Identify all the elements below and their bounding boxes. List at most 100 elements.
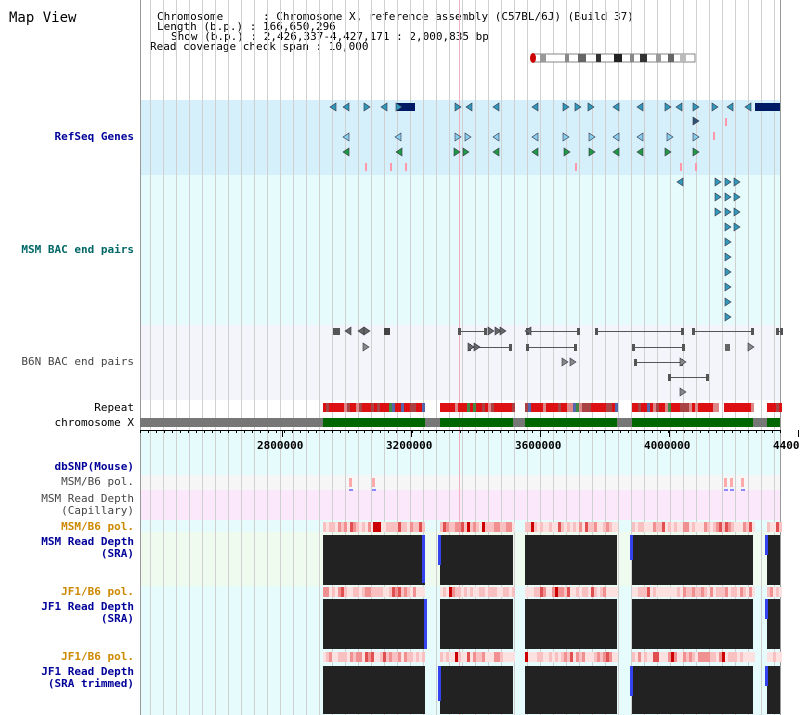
jf1-trim-pol-cell <box>686 652 689 662</box>
repeat-element <box>398 403 401 412</box>
jf1-pol-cell <box>695 587 698 597</box>
repeat-element <box>350 403 353 412</box>
bac-end <box>333 328 340 335</box>
msm-pol-cell <box>609 522 612 532</box>
bac-end <box>751 328 754 335</box>
jf1-trim-pol-cell <box>461 652 464 662</box>
jf1-sra-depth-edge <box>765 599 768 619</box>
ideogram-band <box>656 54 661 62</box>
jf1-pol-cell <box>389 587 392 597</box>
msm-pol-cell <box>373 522 381 532</box>
refseq-gene <box>692 102 700 112</box>
msm-pol-cell <box>704 522 707 532</box>
jf1-trim-pol-cell <box>458 652 461 662</box>
track-label-dbsnp[interactable]: dbSNP(Mouse) <box>54 460 134 473</box>
jf1-pol-cell <box>603 587 606 597</box>
repeat-element <box>692 403 695 412</box>
jf1-trim-pol-cell <box>576 652 579 662</box>
repeat-element <box>407 403 410 412</box>
page-title: Map View <box>9 10 77 26</box>
jf1-trim-pol-cell <box>389 652 392 662</box>
jf1-trim-pol-cell <box>615 652 618 662</box>
track-label-jf1-depth-sra[interactable]: JF1 Read Depth (SRA) <box>41 600 134 625</box>
jf1-trim-pol-cell <box>600 652 603 662</box>
jf1-pol-cell <box>449 587 452 597</box>
track-label-msm-pol-2[interactable]: MSM/B6 pol. <box>61 520 134 533</box>
jf1-trim-pol-cell <box>347 652 350 662</box>
repeat-element <box>641 403 644 412</box>
jf1-pol-cell <box>359 587 362 597</box>
bac-end <box>363 326 371 336</box>
msm-pol-cell <box>446 522 449 532</box>
jf1-trim-depth-edge <box>630 666 633 696</box>
jf1-trim-pol-cell <box>573 652 576 662</box>
ruler-label: 2800000 <box>257 439 303 452</box>
jf1-trim-pol-cell <box>368 652 371 662</box>
jf1-trim-pol-cell <box>383 652 386 662</box>
refseq-gene <box>342 147 350 157</box>
jf1-trim-pol-cell <box>585 652 588 662</box>
repeat-element <box>374 403 377 412</box>
pol-mark <box>349 478 352 487</box>
track-label-msm-depth-cap[interactable]: MSM Read Depth (Capillary) <box>41 492 134 517</box>
jf1-trim-pol-cell <box>779 652 782 662</box>
jf1-trim-pol-cell <box>656 652 659 662</box>
msm-pol-cell <box>674 522 677 532</box>
jf1-pol-cell <box>591 587 594 597</box>
msm-pol-cell <box>410 522 413 532</box>
msm-sra-depth-edge <box>422 535 425 583</box>
jf1-pol-cell <box>773 587 776 597</box>
track-label-msm-bac[interactable]: MSM BAC end pairs <box>21 243 134 256</box>
track-label-jf1-depth-trim[interactable]: JF1 Read Depth (SRA trimmed) <box>41 665 134 690</box>
jf1-pol-cell <box>371 587 374 597</box>
jf1-pol-cell <box>534 587 537 597</box>
jf1-trim-pol-cell <box>594 652 597 662</box>
jf1-pol-cell <box>725 587 728 597</box>
jf1-trim-pol-cell <box>674 652 677 662</box>
refseq-gene <box>675 102 683 112</box>
track-label-msm-pol-1[interactable]: MSM/B6 pol. <box>61 475 134 488</box>
msm-pol-cell <box>668 522 671 532</box>
jf1-trim-pol-cell <box>746 652 749 662</box>
msm-pol-cell <box>458 522 461 532</box>
ideogram-band <box>578 54 586 62</box>
msm-pol-cell <box>585 522 588 532</box>
bac-end <box>362 342 370 352</box>
repeat-element <box>452 403 455 412</box>
msm-pol-cell <box>461 522 464 532</box>
jf1-pol-cell <box>704 587 707 597</box>
jf1-trim-pol-cell <box>416 652 419 662</box>
track-label-jf1-pol-1[interactable]: JF1/B6 pol. <box>61 585 134 598</box>
repeat-element <box>770 403 773 412</box>
jf1-trim-depth <box>525 666 617 714</box>
jf1-trim-pol-cell <box>552 652 555 662</box>
track-label-b6n-bac[interactable]: B6N BAC end pairs <box>21 355 134 368</box>
msm-pol-cell <box>380 522 383 532</box>
jf1-pol-cell <box>600 587 603 597</box>
repeat-element <box>558 403 561 412</box>
refseq-gene <box>464 132 472 142</box>
track-label-jf1-pol-2[interactable]: JF1/B6 pol. <box>61 650 134 663</box>
repeat-element <box>689 403 692 412</box>
msm-pol-cell <box>546 522 549 532</box>
repeat-element <box>422 403 425 412</box>
capillary-mark <box>372 489 376 491</box>
track-label-msm-depth-sra[interactable]: MSM Read Depth (SRA) <box>41 535 134 560</box>
refseq-mark <box>390 163 392 171</box>
jf1-trim-pol-cell <box>488 652 491 662</box>
bac-end <box>526 344 529 351</box>
repeat-element <box>736 403 739 412</box>
jf1-trim-pol-cell <box>401 652 404 662</box>
refseq-gene <box>329 102 337 112</box>
jf1-trim-pol-cell <box>671 652 674 662</box>
msm-pol-cell <box>549 522 552 532</box>
refseq-mark <box>725 118 727 126</box>
jf1-trim-pol-cell <box>549 652 552 662</box>
repeat-element <box>356 403 359 412</box>
jf1-pol-cell <box>374 587 377 597</box>
track-label-refseq[interactable]: RefSeq Genes <box>54 130 134 143</box>
track-label-chromosome: chromosome X <box>54 416 134 429</box>
refseq-gene <box>562 102 570 112</box>
